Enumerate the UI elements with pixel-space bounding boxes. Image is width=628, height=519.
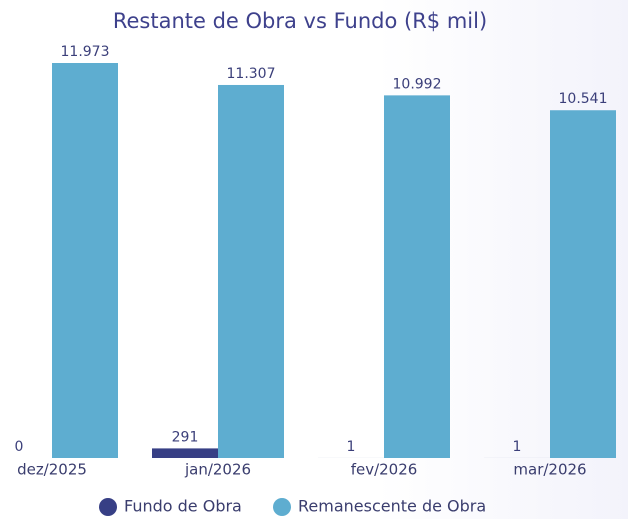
data-label: 10.541	[559, 91, 608, 107]
legend-label: Fundo de Obra	[124, 497, 242, 516]
bar	[218, 84, 284, 459]
data-label: 1	[347, 439, 356, 455]
legend-swatch	[273, 498, 291, 516]
bar	[384, 95, 450, 458]
x-tick-label: mar/2026	[513, 461, 586, 479]
data-label: 291	[172, 429, 199, 445]
x-tick-label: jan/2026	[184, 461, 251, 479]
legend-label: Remanescente de Obra	[298, 497, 486, 516]
data-label: 11.307	[227, 66, 276, 82]
bar	[550, 110, 616, 458]
x-tick-label: dez/2025	[17, 461, 87, 479]
bar	[152, 448, 218, 458]
data-label: 10.992	[393, 76, 442, 92]
legend-swatch	[99, 498, 117, 516]
x-tick-label: fev/2026	[351, 461, 418, 479]
bar	[52, 63, 118, 458]
chart-title: Restante de Obra vs Fundo (R$ mil)	[113, 9, 487, 33]
data-label: 1	[513, 439, 522, 455]
data-label: 11.973	[61, 44, 110, 60]
data-label: 0	[15, 439, 24, 455]
